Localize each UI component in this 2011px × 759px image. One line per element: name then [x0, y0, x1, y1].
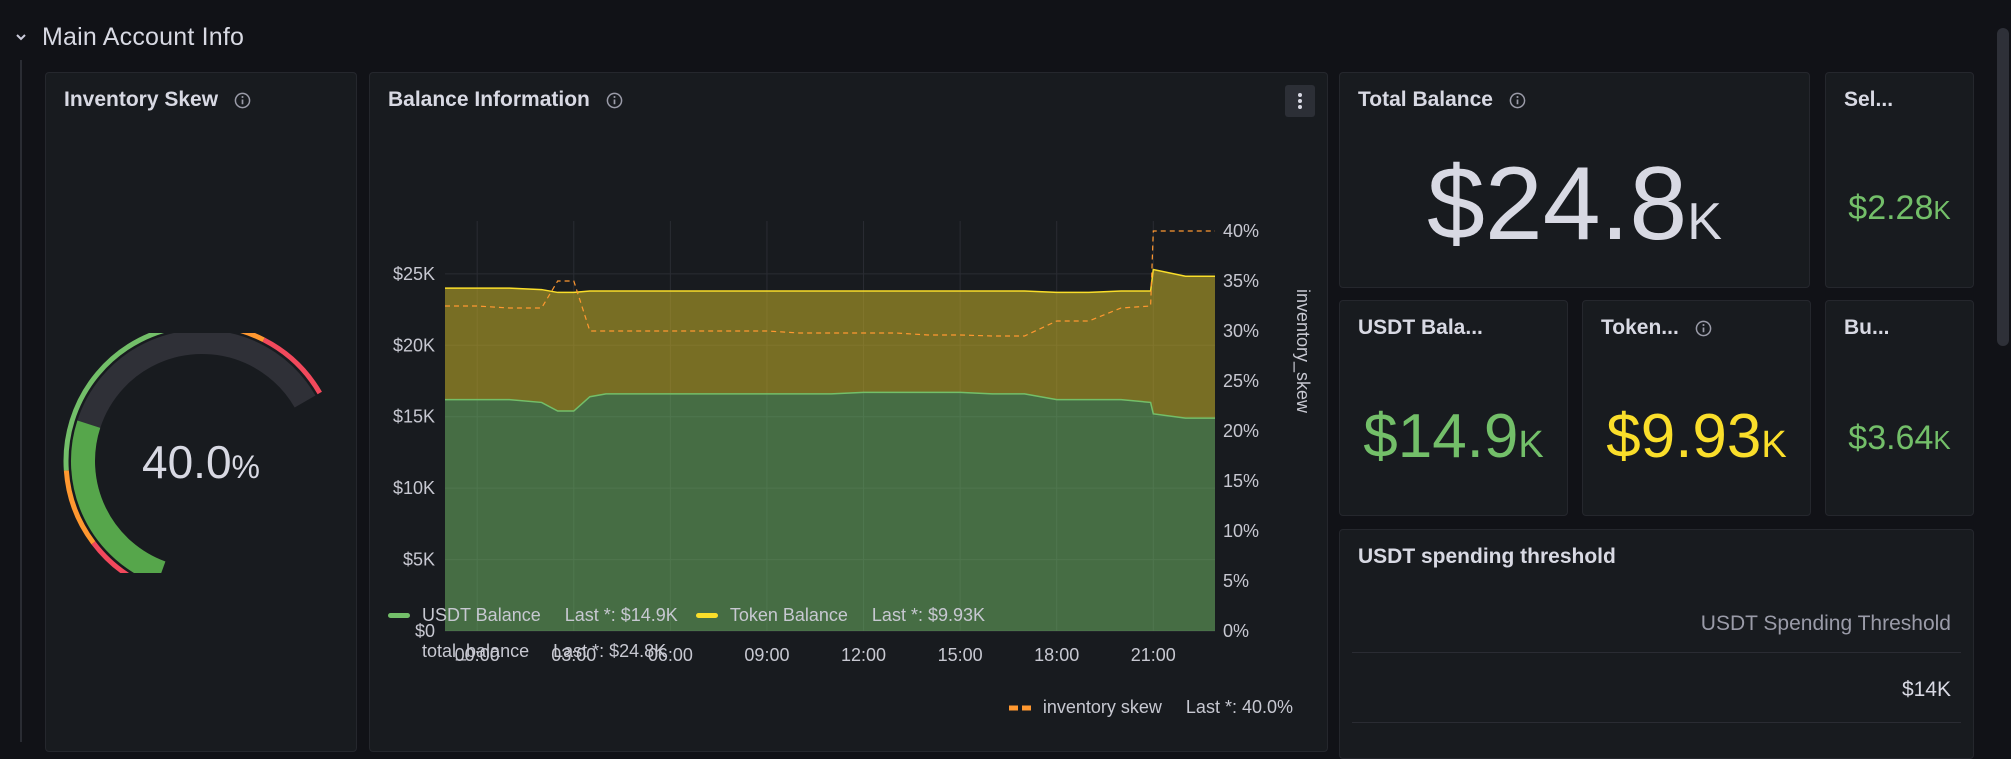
- legend-dashed-swatch: [1008, 705, 1031, 710]
- panel-usdt-spending-threshold[interactable]: USDT spending threshold USDT Spending Th…: [1339, 529, 1974, 759]
- legend-row-1: USDT Balance Last *: $14.9K Token Balanc…: [388, 605, 985, 626]
- row-title: Main Account Info: [42, 22, 245, 51]
- y-right-tick-label: 10%: [1223, 521, 1259, 541]
- scrollbar[interactable]: [1997, 28, 2009, 346]
- x-tick-label: 09:00: [744, 645, 789, 665]
- panel-title: USDT Bala...: [1358, 316, 1483, 339]
- y-right-tick-label: 25%: [1223, 371, 1259, 391]
- stat-value: $24.8K: [1427, 146, 1722, 262]
- gauge: [63, 333, 322, 573]
- gauge-threshold-orange: [63, 470, 96, 545]
- y-right-axis-label: inventory_skew: [1292, 289, 1313, 414]
- panel-title: Balance Information: [388, 85, 623, 115]
- panel-balance-information[interactable]: Balance Information $0 $5K $10K $15K $20K $25…: [369, 72, 1328, 752]
- info-icon[interactable]: [1509, 92, 1526, 109]
- legend-row-3: inventory skew Last *: 40.0%: [1008, 697, 1293, 718]
- panel-inventory-skew[interactable]: Inventory Skew 40.0%: [45, 72, 357, 752]
- row-divider: [20, 60, 22, 742]
- stat-value: $9.93K: [1606, 402, 1787, 471]
- stat-value: $3.64K: [1848, 419, 1951, 457]
- gauge-threshold-orange: [239, 333, 265, 343]
- x-tick-label: 12:00: [841, 645, 886, 665]
- table-column-header[interactable]: USDT Spending Threshold: [1700, 612, 1951, 635]
- legend-item-token[interactable]: Token Balance Last *: $9.93K: [695, 605, 985, 626]
- legend-swatch: [695, 613, 718, 618]
- stat-value: $2.28K: [1848, 189, 1951, 227]
- panel-total-balance[interactable]: Total Balance $24.8K: [1339, 72, 1810, 288]
- panel-title: Total Balance: [1358, 85, 1526, 115]
- y-left-tick-label: $15K: [393, 407, 435, 427]
- y-right-tick-label: 5%: [1223, 571, 1249, 591]
- kebab-menu-icon: [1298, 93, 1302, 109]
- y-left-tick-label: $20K: [393, 335, 435, 355]
- x-tick-label: 06:00: [648, 645, 693, 665]
- panel-title: Token...: [1601, 313, 1712, 343]
- panel-title: USDT spending threshold: [1358, 545, 1616, 568]
- gauge-threshold-red: [91, 541, 130, 573]
- y-right-tick-label: 20%: [1223, 421, 1259, 441]
- legend-item-total[interactable]: total_balance Last *: $24.8K: [422, 641, 667, 661]
- series-line-usdt-balance: [445, 391, 1215, 419]
- panel-sel[interactable]: Sel... $2.28K: [1825, 72, 1974, 288]
- gauge-value-arc: [71, 420, 166, 573]
- info-icon[interactable]: [234, 92, 251, 109]
- legend-item-inventory-skew[interactable]: inventory skew Last *: 40.0%: [1008, 697, 1293, 718]
- table-divider: [1352, 652, 1961, 653]
- gauge-threshold-red: [262, 337, 322, 395]
- series-line-inventory-skew: [445, 230, 1215, 337]
- x-tick-label: 03:00: [551, 645, 596, 665]
- stat-value: $14.9K: [1363, 402, 1544, 471]
- row-header[interactable]: Main Account Info: [14, 20, 244, 54]
- series-area-usdt-balance: [445, 392, 1215, 631]
- table-cell: $14K: [1901, 678, 1951, 701]
- y-right-tick-label: 35%: [1223, 271, 1259, 291]
- gauge-value: 40.0%: [142, 436, 260, 488]
- balance-chart[interactable]: $0 $5K $10K $15K $20K $25K 0% 5% 10% 15% 20% 25% 30%…: [370, 153, 1328, 673]
- panel-usdt-balance[interactable]: USDT Bala... $14.9K: [1339, 300, 1568, 516]
- y-right-tick-label: 30%: [1223, 321, 1259, 341]
- y-left-tick-label: $5K: [403, 550, 435, 570]
- panel-title: Inventory Skew: [64, 85, 251, 115]
- y-left-tick-label: $0: [415, 621, 435, 641]
- panel-bu[interactable]: Bu... $3.64K: [1825, 300, 1974, 516]
- y-right-tick-label: 40%: [1223, 221, 1259, 241]
- legend-item-usdt[interactable]: USDT Balance Last *: $14.9K: [388, 605, 678, 626]
- x-tick-label: 18:00: [1034, 645, 1079, 665]
- y-left-tick-label: $10K: [393, 478, 435, 498]
- panel-title: Bu...: [1844, 316, 1890, 339]
- x-tick-label: 15:00: [938, 645, 983, 665]
- panel-token-balance[interactable]: Token... $9.93K: [1582, 300, 1811, 516]
- legend-swatch: [388, 613, 410, 618]
- chevron-down-icon[interactable]: [14, 30, 28, 44]
- x-tick-label: 00:00: [455, 645, 500, 665]
- info-icon[interactable]: [606, 92, 623, 109]
- series-area-token-balance: [445, 269, 1215, 419]
- y-right-tick-label: 0%: [1223, 621, 1249, 641]
- panel-menu-button[interactable]: [1285, 85, 1315, 117]
- series-line-token-balance: [445, 268, 1215, 294]
- y-left-tick-label: $25K: [393, 264, 435, 284]
- info-icon[interactable]: [1695, 320, 1712, 337]
- legend-row-2: total_balance Last *: $24.8K: [422, 641, 666, 662]
- gauge-threshold-green: [63, 333, 165, 471]
- x-tick-label: 21:00: [1131, 645, 1176, 665]
- table-divider: [1352, 722, 1961, 723]
- panel-title: Sel...: [1844, 88, 1894, 111]
- y-right-tick-label: 15%: [1223, 471, 1259, 491]
